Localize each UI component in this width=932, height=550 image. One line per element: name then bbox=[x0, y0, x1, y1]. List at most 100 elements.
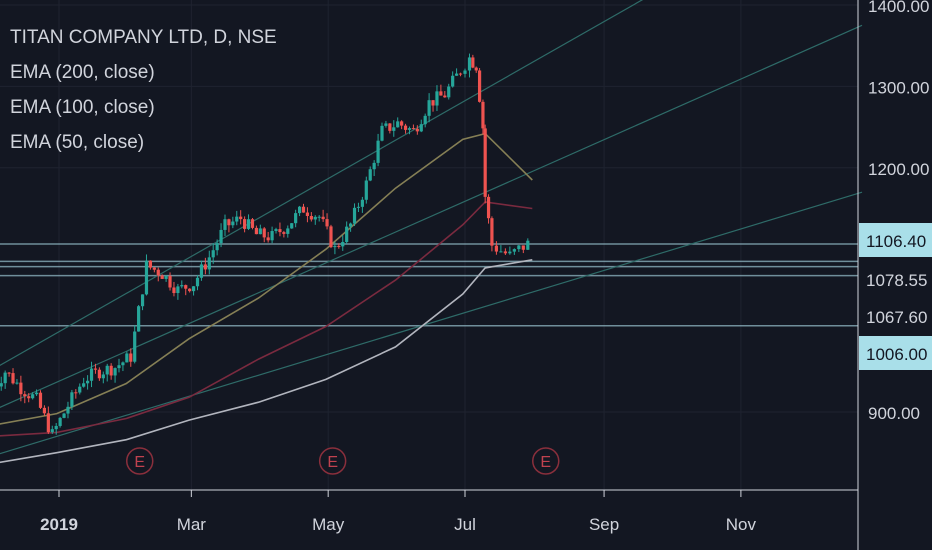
candle-body bbox=[384, 123, 388, 126]
candle-body bbox=[521, 245, 525, 250]
candle-body bbox=[435, 91, 439, 106]
candle-body bbox=[274, 229, 278, 232]
candle-body bbox=[109, 365, 113, 376]
candle-body bbox=[203, 264, 207, 270]
y-tick-label: 900.00 bbox=[868, 404, 920, 423]
y-tick-label: 1200.00 bbox=[868, 160, 929, 179]
candle-body bbox=[176, 286, 180, 294]
price-label: 1067.60 bbox=[866, 308, 927, 327]
candle-body bbox=[423, 115, 427, 125]
candle-body bbox=[403, 125, 408, 130]
candle-body bbox=[66, 406, 70, 414]
candle-body bbox=[481, 101, 485, 129]
candle-body bbox=[101, 374, 105, 379]
candle-body bbox=[278, 229, 282, 233]
candle-body bbox=[349, 223, 353, 227]
candle-body bbox=[97, 369, 101, 379]
candle-body bbox=[89, 368, 94, 381]
candle-body bbox=[368, 169, 372, 181]
candle-body bbox=[78, 386, 82, 393]
candle-body bbox=[337, 245, 341, 247]
candle-body bbox=[372, 162, 376, 170]
candle-body bbox=[392, 127, 396, 131]
candle-body bbox=[254, 227, 258, 235]
candle-body bbox=[427, 100, 431, 116]
candle-body bbox=[467, 57, 472, 71]
candle-body bbox=[7, 372, 11, 374]
candle-body bbox=[246, 219, 251, 229]
candle-body bbox=[15, 382, 19, 384]
candle-body bbox=[137, 306, 141, 332]
candle-body bbox=[463, 70, 467, 74]
candle-body bbox=[388, 123, 392, 131]
candle-body bbox=[50, 429, 54, 433]
candle-body bbox=[333, 245, 337, 248]
candle-body bbox=[396, 121, 400, 128]
candle-body bbox=[352, 207, 357, 224]
candle-body bbox=[270, 231, 274, 241]
candle-body bbox=[11, 373, 15, 384]
earnings-marker-label: E bbox=[540, 454, 551, 471]
candle-body bbox=[168, 275, 172, 288]
candle-body bbox=[199, 264, 204, 278]
candle-body bbox=[512, 249, 516, 252]
candle-body bbox=[400, 121, 404, 126]
candle-body bbox=[188, 288, 192, 292]
candle-body bbox=[376, 140, 380, 163]
candle-body bbox=[180, 285, 184, 287]
earnings-marker[interactable] bbox=[126, 447, 154, 475]
candle-body bbox=[517, 245, 521, 250]
legend-ema-200: EMA (200, close) bbox=[10, 62, 155, 83]
candle-body bbox=[325, 219, 329, 227]
y-tick-label: 1300.00 bbox=[868, 78, 929, 97]
candle-body bbox=[419, 124, 423, 132]
candle-body bbox=[23, 394, 27, 397]
candle-body bbox=[164, 275, 168, 279]
candle-body bbox=[62, 413, 66, 418]
candle-body bbox=[305, 212, 310, 216]
candle-body bbox=[321, 216, 325, 220]
candle-body bbox=[380, 125, 384, 141]
candle-body bbox=[483, 128, 487, 197]
candle-body bbox=[34, 392, 39, 395]
candle-body bbox=[508, 251, 512, 254]
candle-body bbox=[85, 380, 90, 384]
candle-body bbox=[290, 223, 294, 229]
earnings-marker[interactable] bbox=[532, 447, 560, 475]
candle-body bbox=[117, 365, 121, 369]
candle-body bbox=[105, 365, 109, 375]
candle-body bbox=[113, 368, 117, 376]
candle-body bbox=[447, 86, 451, 98]
candle-body bbox=[148, 260, 153, 268]
candle-body bbox=[266, 237, 270, 241]
candle-body bbox=[431, 100, 435, 106]
candle-body bbox=[250, 219, 255, 228]
trendline[interactable] bbox=[0, 191, 863, 457]
candle-body bbox=[490, 218, 494, 246]
x-tick-label: Nov bbox=[726, 515, 757, 534]
candle-body bbox=[329, 226, 333, 248]
earnings-marker[interactable] bbox=[318, 447, 347, 475]
candle-body bbox=[458, 73, 463, 75]
x-tick-label: May bbox=[312, 515, 345, 534]
candle-body bbox=[223, 219, 227, 230]
candle-body bbox=[211, 250, 215, 258]
candle-body bbox=[499, 251, 503, 253]
candle-body bbox=[258, 228, 262, 235]
candle-body bbox=[454, 73, 459, 76]
candle-body bbox=[58, 417, 62, 426]
candle-body bbox=[38, 392, 43, 408]
candle-body bbox=[19, 382, 23, 395]
candle-body bbox=[297, 206, 302, 214]
candle-body bbox=[140, 294, 145, 307]
candle-body bbox=[133, 331, 137, 362]
candle-body bbox=[93, 368, 98, 370]
candle-body bbox=[341, 241, 345, 247]
candle-body bbox=[215, 243, 219, 251]
candle-body bbox=[471, 57, 475, 68]
candle-body bbox=[156, 269, 160, 276]
price-label: 1006.00 bbox=[866, 345, 927, 364]
candle-body bbox=[243, 219, 247, 229]
y-tick-label: 1400.00 bbox=[868, 0, 929, 16]
